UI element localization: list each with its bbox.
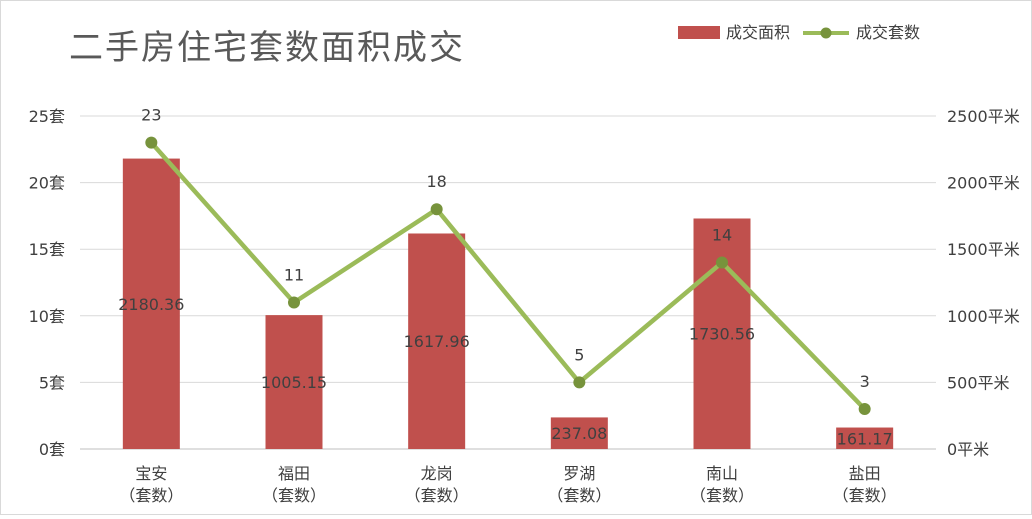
y-left-tick-label: 20套 (29, 174, 65, 193)
bar-data-label: 1730.56 (689, 325, 755, 344)
line-data-label: 14 (712, 226, 732, 245)
y-right-tick-label: 500平米 (947, 373, 1010, 392)
line-point (288, 296, 300, 309)
y-left-tick-label: 15套 (29, 240, 65, 259)
y-left-tick-label: 10套 (29, 307, 65, 326)
chart-title: 二手房住宅套数面积成交 (69, 28, 465, 68)
bar-data-label: 1617.96 (404, 332, 470, 351)
legend-swatch-area (678, 26, 720, 39)
legend-label-area: 成交面积 (726, 23, 790, 42)
line-data-label: 23 (141, 106, 161, 125)
bar-data-label: 237.08 (551, 424, 607, 443)
bar-data-label: 1005.15 (261, 373, 327, 392)
legend: 成交面积 成交套数 (678, 23, 920, 42)
line-data-label: 5 (574, 345, 584, 364)
y-left-tick-label: 0套 (39, 440, 65, 459)
count-series-line (149, 140, 867, 412)
x-tick-label: 龙岗（套数） (405, 464, 469, 505)
x-tick-label: 福田（套数） (262, 464, 326, 505)
y-right-tick-label: 1000平米 (947, 307, 1020, 326)
legend-label-count: 成交套数 (856, 23, 920, 42)
bar (836, 427, 894, 449)
bar (550, 417, 608, 449)
line-data-label: 11 (284, 265, 304, 284)
line-point (430, 203, 443, 216)
line-data-label: 18 (426, 172, 446, 191)
bar-data-label: 2180.36 (118, 295, 184, 314)
bar-data-label: 161.17 (837, 429, 893, 448)
y-right-tick-label: 1500平米 (947, 240, 1020, 259)
x-tick-label: 南山（套数） (690, 464, 754, 505)
x-tick-label: 罗湖（套数） (547, 464, 611, 505)
y-right-tick-label: 0平米 (947, 440, 989, 459)
line-point (858, 403, 871, 416)
bar (408, 233, 466, 449)
bar (122, 158, 180, 449)
line-data-label: 3 (860, 372, 870, 391)
line-point (573, 376, 586, 389)
y-left-tick-label: 5套 (39, 373, 65, 392)
line-point (145, 136, 158, 149)
y-right-tick-label: 2500平米 (947, 107, 1020, 126)
x-tick-label: 宝安（套数） (119, 464, 183, 505)
y-right-tick-label: 2000平米 (947, 174, 1020, 193)
y-left-tick-label: 25套 (29, 107, 65, 126)
line-point (716, 256, 728, 269)
legend-marker-count (820, 27, 832, 39)
bar (265, 315, 323, 449)
x-tick-label: 盐田（套数） (833, 464, 897, 505)
